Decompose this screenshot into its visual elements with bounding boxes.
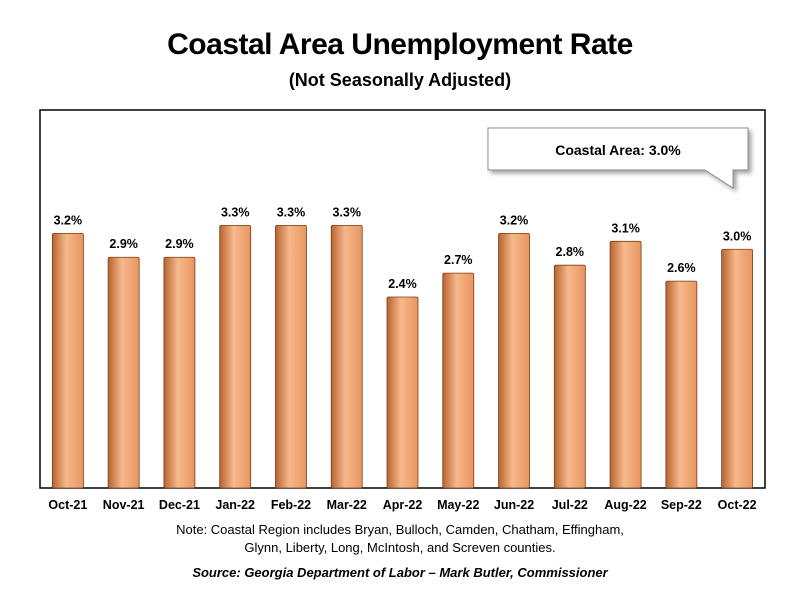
bar-may-22 (442, 272, 475, 489)
data-label-aug-22: 3.1% (611, 221, 640, 235)
data-label-sep-22: 2.6% (667, 261, 696, 275)
chart-subtitle: (Not Seasonally Adjusted) (288, 70, 512, 90)
bar-apr-22 (386, 296, 419, 489)
bar-nov-21 (107, 256, 140, 489)
x-tick-label-jun-22: Jun-22 (494, 498, 534, 512)
bar-oct-22 (721, 248, 754, 489)
x-tick-label-oct-22: Oct-22 (718, 498, 757, 512)
x-tick-label-oct-21: Oct-21 (48, 498, 87, 512)
data-label-oct-22: 3.0% (723, 229, 752, 243)
x-tick-label-dec-21: Dec-21 (159, 498, 200, 512)
callout-label: Coastal Area: 3.0% (555, 142, 681, 158)
x-tick-label-jul-22: Jul-22 (552, 498, 588, 512)
bar-oct-21 (51, 232, 84, 489)
bar-dec-21 (163, 256, 196, 489)
bar-jul-22 (553, 264, 586, 489)
data-label-jul-22: 2.8% (556, 245, 585, 259)
bar-mar-22 (330, 224, 363, 489)
data-label-may-22: 2.7% (444, 253, 473, 267)
x-tick-label-may-22: May-22 (437, 498, 479, 512)
footnote: Note: Coastal Region includes Bryan, Bul… (0, 521, 800, 557)
data-label-jan-22: 3.3% (221, 205, 250, 219)
data-label-dec-21: 2.9% (165, 237, 194, 251)
footnote-line-2: Glynn, Liberty, Long, McIntosh, and Scre… (244, 540, 556, 555)
data-label-mar-22: 3.3% (332, 205, 361, 219)
bar-jan-22 (219, 224, 252, 489)
data-label-oct-21: 3.2% (54, 213, 83, 227)
data-label-feb-22: 3.3% (277, 205, 306, 219)
data-label-nov-21: 2.9% (109, 237, 138, 251)
data-label-jun-22: 3.2% (500, 213, 529, 227)
footnote-line-1: Note: Coastal Region includes Bryan, Bul… (176, 522, 624, 537)
x-tick-label-jan-22: Jan-22 (215, 498, 255, 512)
bar-jun-22 (498, 232, 530, 489)
x-tick-label-aug-22: Aug-22 (604, 498, 646, 512)
x-tick-label-nov-21: Nov-21 (103, 498, 145, 512)
x-tick-label-sep-22: Sep-22 (661, 498, 702, 512)
x-tick-label-mar-22: Mar-22 (327, 498, 367, 512)
chart-title: Coastal Area Unemployment Rate (167, 28, 633, 61)
bar-aug-22 (609, 240, 642, 489)
bar-sep-22 (665, 280, 698, 489)
x-tick-label-apr-22: Apr-22 (383, 498, 423, 512)
x-tick-label-feb-22: Feb-22 (271, 498, 311, 512)
callout (487, 127, 749, 189)
callout-box (487, 127, 749, 189)
source-line: Source: Georgia Department of Labor – Ma… (192, 565, 608, 580)
bar-feb-22 (275, 224, 307, 489)
data-label-apr-22: 2.4% (388, 277, 417, 291)
